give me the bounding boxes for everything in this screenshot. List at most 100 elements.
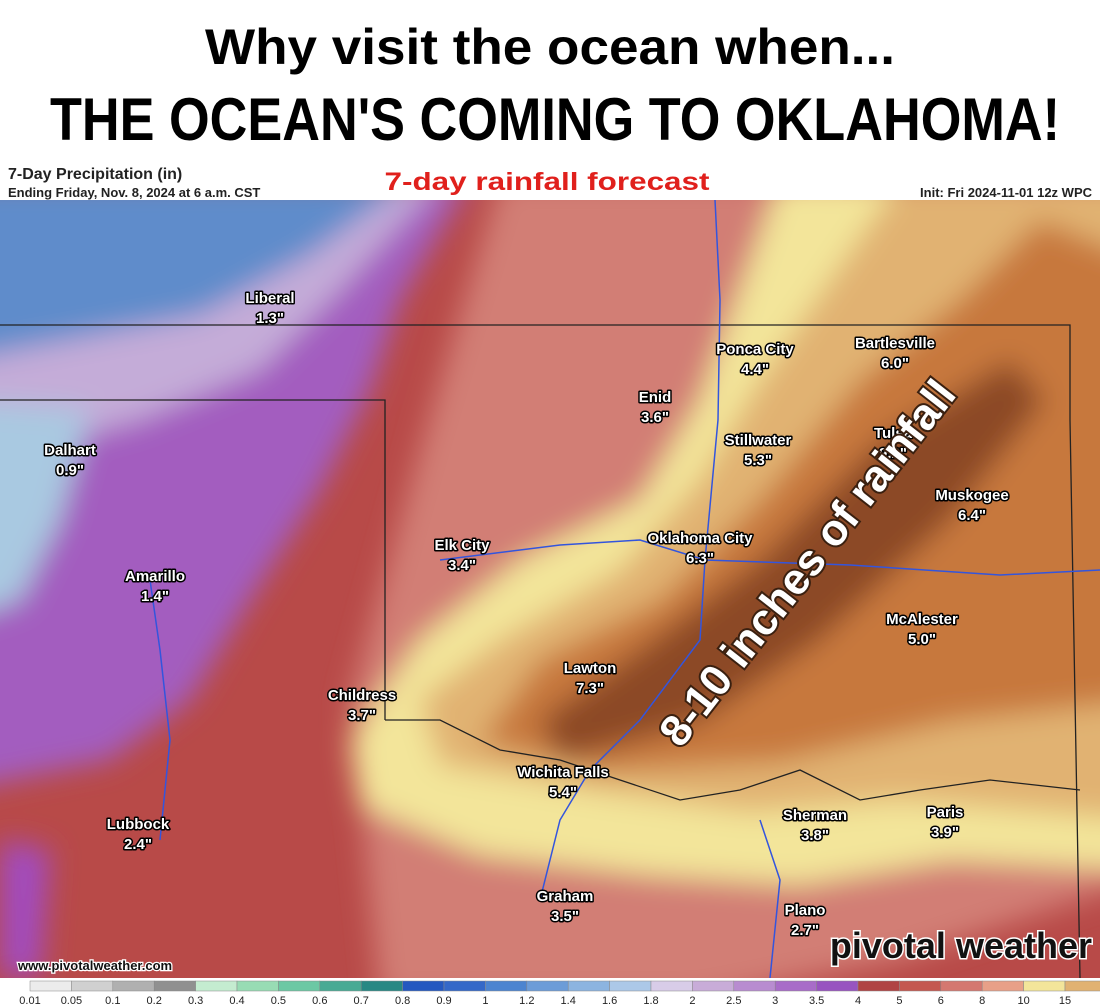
legend-label: 5 <box>896 995 902 1007</box>
legend-swatch <box>443 980 486 992</box>
legend-label: 15 <box>1059 995 1071 1007</box>
legend-label: 1.8 <box>643 995 658 1007</box>
city-amount: 5.4" <box>549 784 577 801</box>
legend-label: 0.9 <box>436 995 451 1007</box>
legend-swatch <box>485 980 528 992</box>
city-amount: 1.4" <box>141 588 169 605</box>
city-amount: 3.6" <box>641 409 669 426</box>
city-name: Paris <box>927 804 964 821</box>
legend-label: 2.5 <box>726 995 741 1007</box>
valid-time: Ending Friday, Nov. 8, 2024 at 6 a.m. CS… <box>8 185 260 200</box>
init-time: Init: Fri 2024-11-01 12z WPC <box>920 185 1093 200</box>
legend-swatch <box>899 980 942 992</box>
legend-swatch <box>402 980 445 992</box>
city-name: Stillwater <box>725 432 792 449</box>
headline-2: THE OCEAN'S COMING TO OKLAHOMA! <box>50 86 1060 153</box>
legend-label: 3.5 <box>809 995 824 1007</box>
legend-swatch <box>816 980 859 992</box>
legend-swatch <box>1064 980 1100 992</box>
legend-label: 0.3 <box>188 995 203 1007</box>
city-amount: 2.7" <box>791 922 819 939</box>
legend-swatch <box>153 980 196 992</box>
legend-label: 1 <box>482 995 488 1007</box>
legend-swatch <box>236 980 279 992</box>
legend-swatch <box>112 980 155 992</box>
city-name: Bartlesville <box>855 335 935 352</box>
caption: 7-day rainfall forecast <box>385 168 711 196</box>
legend-label: 4 <box>855 995 861 1007</box>
city-name: Lawton <box>564 660 617 677</box>
city-amount: 6.4" <box>958 507 986 524</box>
city-name: Enid <box>639 389 672 406</box>
legend-swatch <box>195 980 238 992</box>
city-name: Elk City <box>434 537 490 554</box>
legend-swatch <box>609 980 652 992</box>
legend-swatch <box>733 980 776 992</box>
legend-swatch <box>857 980 900 992</box>
legend-label: 1.6 <box>602 995 617 1007</box>
legend-label: 0.7 <box>354 995 369 1007</box>
city-amount: 3.4" <box>448 557 476 574</box>
legend-label: 10 <box>1017 995 1029 1007</box>
legend-label: 0.8 <box>395 995 410 1007</box>
city-name: McAlester <box>886 611 958 628</box>
legend-label: 0.6 <box>312 995 327 1007</box>
rivers <box>149 200 1100 978</box>
legend-swatch <box>774 980 817 992</box>
legend-label: 0.1 <box>105 995 120 1007</box>
legend-label: 1.2 <box>519 995 534 1007</box>
city-name: Wichita Falls <box>517 764 609 781</box>
legend-swatch <box>981 980 1024 992</box>
legend-swatch <box>650 980 693 992</box>
city-amount: 1.3" <box>256 310 284 327</box>
city-amount: 5.0" <box>908 631 936 648</box>
city-amount: 7.3" <box>576 680 604 697</box>
legend-label: 0.5 <box>271 995 286 1007</box>
legend: 0.01 0.05 0.1 0.2 0.3 0.4 0.5 0.6 0.7 0.8 0.9 1 1.2 1… <box>19 980 1100 1007</box>
legend-swatch <box>692 980 735 992</box>
borders <box>0 324 1081 978</box>
legend-swatch <box>940 980 983 992</box>
city-name: Graham <box>537 888 594 905</box>
headline: Why visit the ocean when... <box>205 19 895 75</box>
city-amount: 3.5" <box>551 908 579 925</box>
city-name: Dalhart <box>44 442 96 459</box>
city-labels: Liberal 1.3" Dalhart 0.9" Amarillo 1.4" Lubboc… <box>43 289 1011 941</box>
legend-label: 0.2 <box>147 995 162 1007</box>
legend-label: 8 <box>979 995 985 1007</box>
website: www.pivotalweather.com <box>17 958 172 973</box>
city-name: Oklahoma City <box>647 530 753 547</box>
legend-label: 0.01 <box>19 995 40 1007</box>
city-amount: 9.2" <box>879 445 907 462</box>
city-amount: 5.3" <box>744 452 772 469</box>
legend-swatch <box>319 980 362 992</box>
legend-swatch <box>1023 980 1066 992</box>
city-amount: 0.9" <box>56 462 84 479</box>
legend-swatch <box>278 980 321 992</box>
city-name: Amarillo <box>125 568 185 585</box>
logo: pivotal weather <box>830 925 1092 966</box>
city-amount: 6.3" <box>686 550 714 567</box>
city-amount: 3.8" <box>801 827 829 844</box>
city-name: Tulsa <box>874 425 913 442</box>
city-name: Sherman <box>783 807 847 824</box>
city-name: Muskogee <box>935 487 1008 504</box>
city-name: Lubbock <box>107 816 170 833</box>
city-name: Ponca City <box>716 341 794 358</box>
city-amount: 4.4" <box>741 361 769 378</box>
legend-label: 3 <box>772 995 778 1007</box>
legend-label: 2 <box>689 995 695 1007</box>
legend-label: 6 <box>938 995 944 1007</box>
city-name: Childress <box>328 687 396 704</box>
product-title: 7-Day Precipitation (in) <box>8 166 182 183</box>
legend-swatch <box>71 980 114 992</box>
city-amount: 6.0" <box>881 355 909 372</box>
legend-swatch <box>567 980 610 992</box>
legend-label: 0.05 <box>61 995 82 1007</box>
map <box>0 200 1100 978</box>
city-name: Liberal <box>245 290 294 307</box>
legend-swatch <box>360 980 403 992</box>
city-amount: 3.7" <box>348 707 376 724</box>
city-amount: 2.4" <box>124 836 152 853</box>
legend-swatch <box>526 980 569 992</box>
